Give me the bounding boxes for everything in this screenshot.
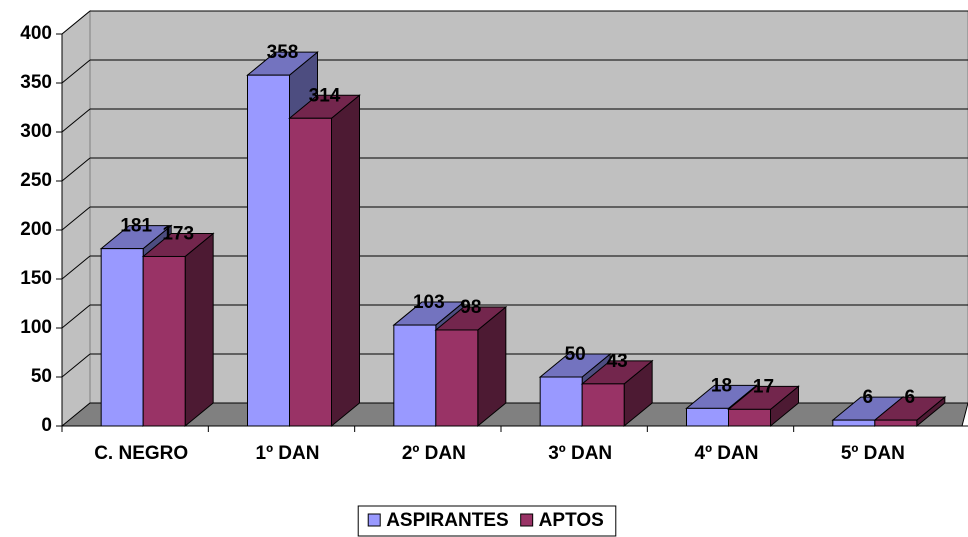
x-tick-label: 5º DAN: [841, 443, 905, 464]
grid-line-side: [61, 59, 91, 84]
y-tick-label: 400: [20, 23, 52, 44]
y-tick-label: 150: [20, 268, 52, 289]
value-label: 43: [607, 351, 628, 372]
grid-line-side: [61, 10, 91, 35]
value-label: 98: [460, 297, 481, 318]
bar-side: [184, 232, 214, 428]
x-tick-label: 3º DAN: [548, 443, 612, 464]
value-label: 181: [120, 216, 152, 237]
bar-side: [331, 94, 360, 428]
value-label: 173: [162, 223, 194, 244]
x-tick-label: 2º DAN: [402, 443, 466, 464]
legend-marker: [520, 513, 534, 527]
bar: [728, 408, 771, 427]
y-tick-label: 0: [41, 415, 52, 436]
bar: [581, 383, 625, 427]
value-label: 358: [267, 42, 299, 63]
legend-label: APTOS: [539, 510, 604, 531]
y-tick-label: 50: [31, 366, 52, 387]
y-tick-label: 350: [20, 72, 52, 93]
grid-line-side: [61, 157, 91, 182]
bar: [247, 74, 290, 427]
bar: [539, 376, 583, 427]
value-label: 50: [565, 344, 586, 365]
bar: [832, 419, 876, 427]
value-label: 103: [413, 292, 445, 313]
grid-line-side: [61, 304, 91, 329]
bar: [289, 117, 332, 427]
value-label: 6: [905, 387, 916, 408]
grid-line-side: [61, 108, 91, 133]
legend-marker: [367, 513, 381, 527]
grid-line-side: [61, 353, 91, 378]
legend-label: ASPIRANTES: [386, 510, 508, 531]
value-label: 6: [863, 387, 874, 408]
x-tick-label: 1º DAN: [256, 443, 320, 464]
y-tick-label: 250: [20, 170, 52, 191]
bar: [435, 329, 479, 427]
y-tick-label: 100: [20, 317, 52, 338]
bar: [142, 255, 186, 427]
y-tick-label: 200: [20, 219, 52, 240]
legend: [357, 505, 617, 537]
x-tick-label: 4º DAN: [695, 443, 759, 464]
y-tick-label: 300: [20, 121, 52, 142]
bar: [686, 407, 729, 427]
value-label: 17: [753, 376, 774, 397]
value-label: 18: [711, 375, 732, 396]
bar: [100, 248, 144, 427]
bar: [393, 324, 437, 427]
bar: [874, 419, 918, 427]
x-tick-label: C. NEGRO: [94, 443, 188, 464]
grid-line-side: [61, 206, 91, 231]
grid-line-side: [61, 255, 91, 280]
value-label: 314: [309, 85, 341, 106]
